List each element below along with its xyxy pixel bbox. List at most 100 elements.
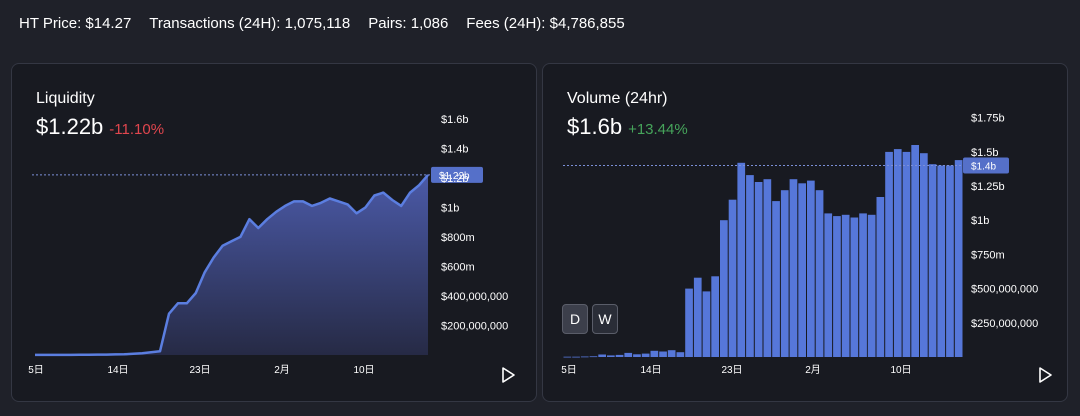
volume-bar (728, 199, 737, 357)
price-tag (963, 157, 1009, 174)
volume-value: $1.6b (567, 114, 623, 139)
volume-bar (763, 179, 772, 357)
x-tick-label: 5日 (561, 365, 577, 376)
volume-bar (589, 356, 598, 358)
price-tag (431, 166, 483, 183)
volume-card: $1.4b $1.75b $1.5b $1.25b $1b $750m $500,000,0… (542, 63, 1068, 402)
y-tick-label: $1.4b (441, 143, 469, 155)
volume-bar (798, 183, 806, 357)
volume-bar (598, 354, 606, 357)
week-toggle-button[interactable]: W (592, 304, 618, 334)
ht-price-stat: HT Price: $14.27 (19, 14, 132, 32)
liquidity-change: -11.10% (109, 121, 165, 138)
volume-bar (702, 291, 711, 357)
liquidity-card: $1.22b $1.6b $1.4b $1.2b $1b $800m $600m $400,0… (11, 63, 537, 402)
volume-bar (720, 220, 728, 357)
volume-bar (615, 354, 624, 357)
volume-bar (650, 350, 659, 357)
y-tick-label: $250,000,000 (971, 318, 1038, 330)
y-tick-label: $1.25b (971, 181, 1005, 193)
volume-bar (824, 213, 833, 357)
liquidity-play-button[interactable] (499, 366, 517, 384)
volume-bar (754, 182, 763, 357)
play-icon (502, 367, 515, 383)
fees-stat: Fees (24H): $4,786,855 (466, 14, 625, 32)
y-tick-label: $1.75b (971, 113, 1005, 125)
x-tick-label: 2月 (274, 364, 290, 376)
price-tag-label: $1.22b (439, 171, 470, 182)
volume-bar (902, 151, 911, 357)
y-tick-label: $600m (441, 261, 475, 273)
volume-bar (667, 350, 676, 357)
x-tick-label: 23日 (189, 365, 210, 376)
x-tick-label: 2月 (805, 364, 821, 376)
liquidity-value: $1.22b (36, 114, 104, 139)
price-tag-label: $1.4b (971, 162, 996, 173)
volume-bar (920, 153, 928, 357)
volume-bar (572, 356, 580, 358)
volume-bar (780, 190, 789, 357)
liquidity-value-row: $1.22b -11.10% (36, 114, 164, 140)
volume-value-row: $1.6b +13.44% (567, 114, 688, 140)
volume-bar (859, 213, 867, 357)
volume-title: Volume (24hr) (567, 90, 668, 107)
volume-bar (954, 160, 963, 357)
y-tick-label: $1.2b (441, 173, 469, 185)
volume-bar (624, 352, 633, 357)
volume-bar (580, 356, 589, 358)
volume-bar (641, 353, 650, 357)
volume-bar (789, 179, 798, 357)
volume-bar (937, 165, 946, 357)
stats-bar: HT Price: $14.27 Transactions (24H): 1,0… (19, 13, 625, 33)
volume-bar (772, 201, 780, 357)
y-tick-label: $400,000,000 (441, 291, 508, 303)
volume-bar (885, 151, 893, 357)
volume-bar (815, 190, 824, 357)
volume-bar (833, 216, 841, 357)
y-tick-label: $800m (441, 232, 475, 244)
y-tick-label: $1.6b (441, 114, 469, 126)
volume-chart[interactable]: $1.4b $1.75b $1.5b $1.25b $1b $750m $500,000,0… (543, 64, 1068, 402)
volume-bar (807, 180, 815, 357)
volume-bar (676, 352, 685, 357)
liquidity-area-fill (35, 174, 428, 355)
y-tick-label: $1b (441, 202, 459, 214)
volume-change: +13.44% (628, 121, 688, 138)
volume-bar (850, 217, 859, 357)
y-tick-label: $500,000,000 (971, 284, 1038, 296)
volume-bar (876, 197, 885, 357)
volume-bar (911, 145, 919, 357)
x-tick-label: 5日 (28, 365, 44, 376)
transactions-stat: Transactions (24H): 1,075,118 (149, 14, 351, 32)
volume-bar (946, 165, 954, 357)
volume-bar (659, 351, 667, 357)
volume-bar (893, 149, 902, 357)
volume-bar (737, 162, 746, 357)
volume-bar (607, 355, 615, 357)
volume-bar (711, 276, 719, 357)
y-tick-label: $1.5b (971, 147, 999, 159)
x-tick-label: 23日 (721, 365, 742, 376)
volume-bar (685, 288, 693, 357)
liquidity-line (35, 174, 429, 357)
volume-bar (928, 164, 937, 357)
volume-play-button[interactable] (1036, 366, 1054, 384)
y-tick-label: $200,000,000 (441, 320, 508, 332)
volume-bar (841, 214, 850, 357)
volume-bar (633, 354, 641, 357)
volume-bar (563, 356, 572, 358)
liquidity-title: Liquidity (36, 90, 95, 107)
volume-bar (693, 277, 702, 357)
volume-bar (867, 214, 876, 357)
y-tick-label: $1b (971, 215, 989, 227)
x-tick-label: 14日 (107, 365, 128, 376)
y-tick-label: $750m (971, 249, 1005, 261)
pairs-stat: Pairs: 1,086 (368, 14, 449, 32)
x-tick-label: 10日 (890, 365, 911, 376)
x-tick-label: 14日 (640, 365, 661, 376)
day-toggle-button[interactable]: D (562, 304, 588, 334)
liquidity-chart[interactable]: $1.22b $1.6b $1.4b $1.2b $1b $800m $600m $400,0… (12, 64, 537, 402)
volume-bar (746, 175, 754, 357)
x-tick-label: 10日 (353, 365, 374, 376)
play-icon (1039, 367, 1052, 383)
